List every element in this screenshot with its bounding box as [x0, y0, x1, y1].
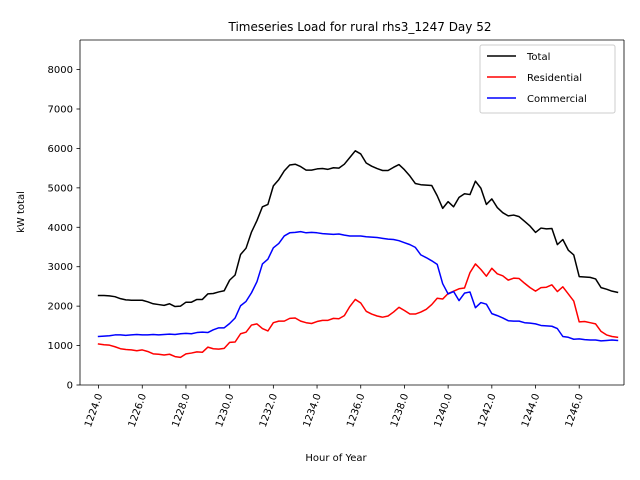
y-tick-label: 6000 [48, 144, 73, 155]
y-tick-label: 1000 [48, 341, 73, 352]
y-tick-label: 5000 [48, 183, 73, 194]
legend-label-residential: Residential [527, 73, 582, 84]
timeseries-chart: Timeseries Load for rural rhs3_1247 Day … [0, 0, 640, 480]
y-tick-label: 7000 [48, 105, 73, 116]
y-tick-label: 3000 [48, 262, 73, 273]
y-tick-label: 2000 [48, 302, 73, 313]
legend-label-commercial: Commercial [527, 94, 587, 105]
y-tick-label: 8000 [48, 65, 73, 76]
chart-title: Timeseries Load for rural rhs3_1247 Day … [228, 20, 492, 34]
y-tick-label: 4000 [48, 223, 73, 234]
x-axis-label: Hour of Year [305, 453, 367, 464]
y-tick-label: 0 [67, 381, 73, 392]
legend: Total Residential Commercial [480, 45, 615, 113]
legend-label-total: Total [526, 52, 550, 63]
y-axis-label: kW total [16, 191, 27, 233]
